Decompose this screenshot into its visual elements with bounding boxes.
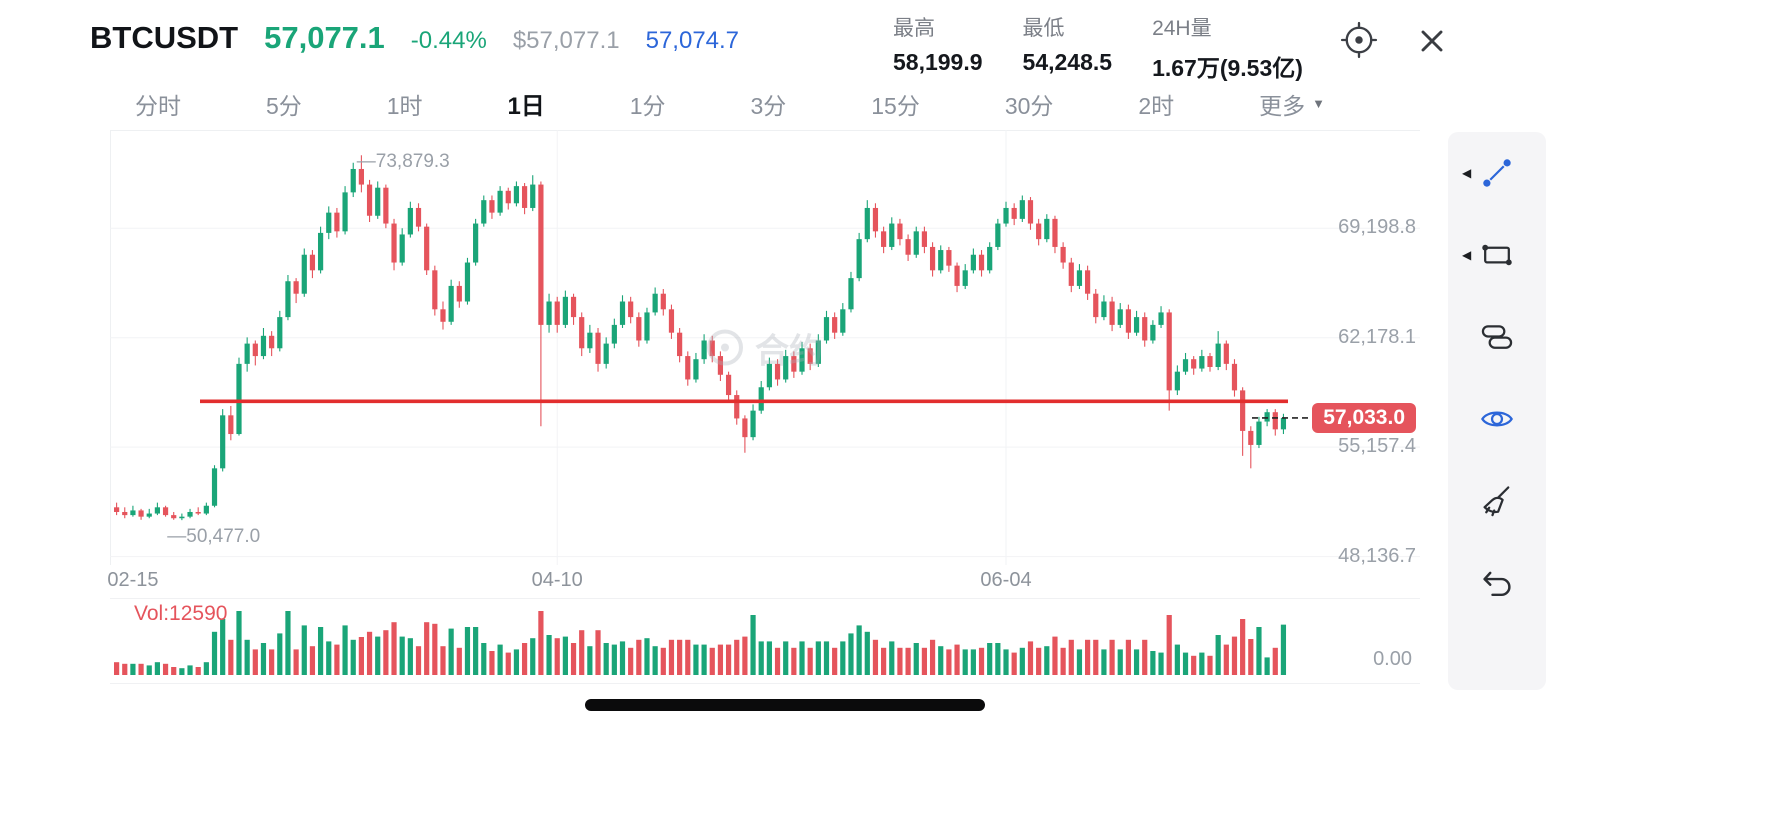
timeframe-tab-label: 3分 <box>750 92 787 119</box>
candles-canvas[interactable] <box>110 130 1420 565</box>
clear-drawings-tool[interactable] <box>1448 482 1546 520</box>
stat-1: 最低 54,248.5 <box>1023 12 1113 83</box>
volume-label: Vol:12590 <box>134 602 228 625</box>
stat-value: 1.67万(9.53亿) <box>1152 55 1303 81</box>
price-axis-label: 62,178.1 <box>1338 325 1416 348</box>
timeframe-tab-1时[interactable]: 1时 <box>387 87 423 121</box>
drawing-toolbar: ◀ ◀ <box>1448 132 1546 690</box>
change-percent: -0.44% <box>410 27 487 54</box>
timeframe-tab-label: 分时 <box>135 92 181 119</box>
settings-button[interactable] <box>1338 19 1380 61</box>
volume-axis-label: 0.00 <box>1373 648 1412 670</box>
timeframe-tab-label: 15分 <box>871 92 920 119</box>
layers-icon <box>1479 319 1515 355</box>
undo-icon <box>1479 565 1515 601</box>
timeframe-tab-label: 1时 <box>386 92 423 119</box>
volume-chart[interactable]: Vol:12590 0.00 <box>110 598 1420 684</box>
last-price-tag: 57,033.0 <box>1312 402 1416 433</box>
price-axis-label: 48,136.7 <box>1338 544 1416 567</box>
instrument-header: BTCUSDT 57,077.1 -0.44% $57,077.1 57,074… <box>90 20 739 56</box>
time-axis-label: 04-10 <box>531 569 583 591</box>
time-axis-label: 06-04 <box>980 569 1032 591</box>
timeframe-tab-label: 1分 <box>629 92 666 119</box>
chart-low-label: —50,477.0 <box>167 526 261 548</box>
header-stats: 最高 58,199.9 最低 54,248.5 24H量 1.67万(9.53亿) <box>893 12 1303 83</box>
stat-label: 最高 <box>893 17 935 40</box>
price-axis-label: 55,157.4 <box>1338 435 1416 458</box>
rectangle-icon <box>1479 237 1515 273</box>
expand-triangle-icon: ◀ <box>1462 248 1472 262</box>
candlestick-chart[interactable]: 合约 —73,879.3 —50,477.0 69,198.8 62,178.1 5… <box>110 130 1420 567</box>
price-axis-label: 69,198.8 <box>1338 216 1416 239</box>
timeframe-tab-2时[interactable]: 2时 <box>1138 87 1174 121</box>
last-price: 57,077.1 <box>264 20 385 55</box>
timeframe-tab-label: 2时 <box>1138 92 1175 119</box>
stat-value: 58,199.9 <box>893 49 983 75</box>
timeframe-tab-分时[interactable]: 分时 <box>135 87 181 121</box>
volume-canvas <box>114 611 1287 675</box>
timeframe-tab-1分[interactable]: 1分 <box>630 87 666 121</box>
timeframe-tab-1日[interactable]: 1日 <box>507 86 544 121</box>
timeframe-tab-label: 5分 <box>265 92 302 119</box>
time-axis-label: 02-15 <box>107 569 159 591</box>
timeframe-tabs: 分时 5分 1时 1日 1分 3分 15分 30分 2时 更多 ▼ <box>110 86 1355 121</box>
stat-value: 54,248.5 <box>1022 49 1113 75</box>
pattern-tool[interactable] <box>1448 318 1546 356</box>
close-icon <box>1414 30 1450 62</box>
chart-high-label: —73,879.3 <box>356 151 450 173</box>
visibility-tool[interactable] <box>1448 400 1546 438</box>
stat-label: 最低 <box>1022 17 1065 40</box>
index-price: 57,074.7 <box>645 27 740 54</box>
undo-tool[interactable] <box>1448 564 1546 602</box>
stat-2: 24H量 1.67万(9.53亿) <box>1152 12 1303 83</box>
trend-line-icon <box>1479 155 1515 191</box>
time-axis: 02-15 04-10 06-04 <box>107 569 1420 595</box>
timeframe-tab-5分[interactable]: 5分 <box>266 87 302 121</box>
stat-label: 24H量 <box>1152 17 1212 40</box>
expand-triangle-icon: ◀ <box>1462 166 1472 180</box>
trendline-tool[interactable]: ◀ <box>1448 154 1546 192</box>
symbol-title: BTCUSDT <box>90 20 239 55</box>
timeframe-tab-3分[interactable]: 3分 <box>751 87 787 121</box>
timeframe-tab-15分[interactable]: 15分 <box>871 87 920 121</box>
eye-icon <box>1479 401 1515 437</box>
chevron-down-icon: ▼ <box>1312 96 1325 111</box>
timeframe-tab-30分[interactable]: 30分 <box>1005 87 1054 121</box>
timeframe-tab-label: 更多 <box>1259 92 1306 119</box>
shape-tool[interactable]: ◀ <box>1448 236 1546 274</box>
home-indicator[interactable] <box>585 699 985 711</box>
settings-icon <box>1338 21 1380 64</box>
timeframe-tab-更多[interactable]: 更多 ▼ <box>1259 87 1325 121</box>
timeframe-tab-label: 1日 <box>507 93 545 120</box>
close-button[interactable] <box>1414 23 1450 59</box>
broom-icon <box>1479 483 1515 519</box>
usd-price: $57,077.1 <box>512 27 620 54</box>
stat-0: 最高 58,199.9 <box>893 12 983 83</box>
timeframe-tab-label: 30分 <box>1004 92 1054 119</box>
